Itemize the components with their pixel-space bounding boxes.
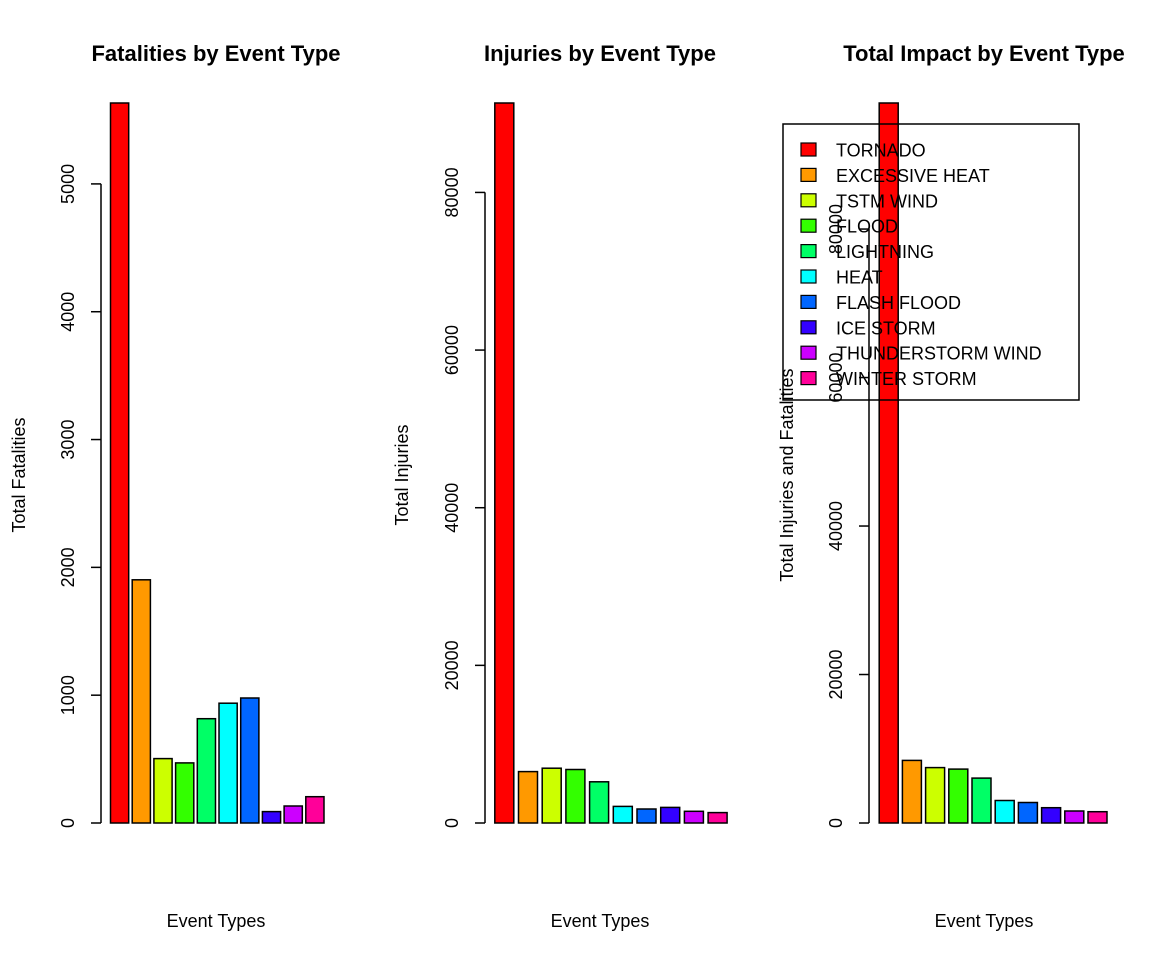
y-tick-label: 0 <box>826 818 846 828</box>
bar-flash-flood <box>239 697 260 824</box>
bar-heat <box>994 799 1015 824</box>
y-tick-label: 2000 <box>58 547 78 587</box>
y-tick-label: 4000 <box>58 292 78 332</box>
legend-label: EXCESSIVE HEAT <box>836 166 990 186</box>
legend-label: WINTER STORM <box>836 369 977 389</box>
y-tick-label: 5000 <box>58 164 78 204</box>
legend-swatch <box>800 294 817 309</box>
legend-swatch <box>800 345 817 360</box>
bar-flood <box>174 762 195 824</box>
bar-excessive-heat <box>131 579 152 824</box>
legend-swatch <box>800 142 817 157</box>
legend-swatch <box>800 244 817 259</box>
chart-title: Total Impact by Event Type <box>843 41 1125 66</box>
bar-tstm-wind <box>541 767 562 824</box>
legend-label: FLOOD <box>836 217 898 237</box>
y-axis-label: Total Injuries and Fatalities <box>777 368 797 581</box>
bar-heat <box>612 805 634 824</box>
bar-flash-flood <box>636 808 657 824</box>
bar-thunderstorm-wind <box>1064 810 1085 824</box>
y-tick-label: 80000 <box>442 167 462 217</box>
y-tick-label: 60000 <box>826 353 846 403</box>
bar-ice-storm <box>659 806 681 824</box>
x-axis-label: Event Types <box>167 911 266 931</box>
legend-label: LIGHTNING <box>836 242 934 262</box>
y-tick-label: 0 <box>442 818 462 828</box>
legend: TORNADO EXCESSIVE HEAT TSTM WIND FLOOD LIGHT… <box>782 123 1080 401</box>
legend-label: THUNDERSTORM WIND <box>836 344 1042 364</box>
legend-label: ICE STORM <box>836 318 936 338</box>
bar-flood <box>948 768 969 824</box>
bar-flash-flood <box>1017 801 1039 824</box>
chart-title: Injuries by Event Type <box>484 41 716 66</box>
y-tick-label: 60000 <box>442 325 462 375</box>
chart-title: Fatalities by Event Type <box>91 41 340 66</box>
bar-thunderstorm-wind <box>283 805 304 824</box>
bar-tornado <box>494 102 515 824</box>
legend-label: TORNADO <box>836 141 926 161</box>
bar-excessive-heat <box>901 759 923 824</box>
bar-tornado <box>109 102 130 824</box>
x-axis-label: Event Types <box>551 911 650 931</box>
bar-winter-storm <box>1087 810 1108 824</box>
bar-lightning <box>971 777 992 824</box>
y-tick-label: 40000 <box>826 501 846 551</box>
bar-thunderstorm-wind <box>683 810 705 824</box>
legend-swatch <box>800 218 817 233</box>
chart-panel-1: Fatalities by Event Type 0 1000 2000 3000 400… <box>9 41 341 931</box>
legend-swatch <box>800 193 817 208</box>
legend-box <box>782 123 1080 401</box>
bar-tstm-wind <box>153 757 173 824</box>
legend-label: FLASH FLOOD <box>836 293 961 313</box>
y-tick-label: 1000 <box>58 675 78 715</box>
y-tick-label: 40000 <box>442 483 462 533</box>
chart-panel-2: Injuries by Event Type 0 20000 40000 60000 80… <box>392 41 728 931</box>
legend-label: TSTM WIND <box>836 191 938 211</box>
bar-tornado <box>878 102 899 824</box>
legend-swatch <box>800 167 817 182</box>
y-tick-label: 3000 <box>58 420 78 460</box>
x-axis-label: Event Types <box>935 911 1034 931</box>
bar-excessive-heat <box>517 770 539 824</box>
y-tick-label: 20000 <box>826 649 846 699</box>
legend-swatch <box>800 269 817 284</box>
bar-lightning <box>588 781 610 824</box>
y-tick-label: 20000 <box>442 640 462 690</box>
bar-ice-storm <box>261 810 282 824</box>
bar-winter-storm <box>305 795 325 824</box>
bar-lightning <box>196 717 217 824</box>
chart-panel-3: Total Impact by Event Type 0 20000 40000 600… <box>777 41 1125 931</box>
bar-tstm-wind <box>924 766 946 824</box>
bar-winter-storm <box>707 811 728 824</box>
y-axis-label: Total Fatalities <box>9 417 29 532</box>
bar-flood <box>565 768 586 824</box>
legend-label: HEAT <box>836 268 883 288</box>
bar-heat <box>218 702 238 824</box>
legend-swatch <box>800 371 817 386</box>
y-axis-label: Total Injuries <box>392 424 412 525</box>
bar-ice-storm <box>1040 806 1062 824</box>
legend-swatch <box>800 320 817 335</box>
y-tick-label: 80000 <box>826 204 846 254</box>
y-tick-label: 0 <box>58 818 78 828</box>
